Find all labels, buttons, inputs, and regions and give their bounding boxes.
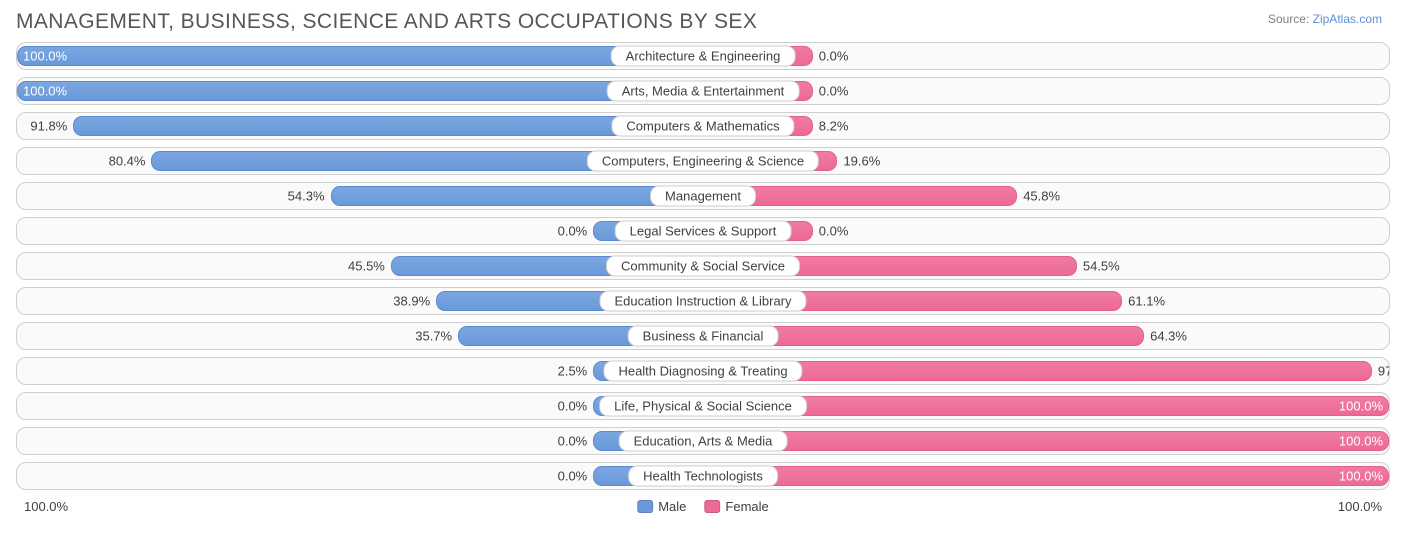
female-value-label: 100.0% bbox=[1339, 399, 1383, 414]
chart-row: 2.5% 97.5% Health Diagnosing & Treating bbox=[16, 357, 1390, 385]
category-label: Health Diagnosing & Treating bbox=[603, 361, 802, 382]
legend-female-swatch bbox=[704, 500, 720, 513]
chart-row: 45.5% 54.5% Community & Social Service bbox=[16, 252, 1390, 280]
category-label: Community & Social Service bbox=[606, 256, 800, 277]
male-value-label: 0.0% bbox=[558, 469, 588, 484]
male-bar bbox=[17, 81, 703, 101]
chart-footer: 100.0% Male Female 100.0% bbox=[16, 497, 1390, 521]
male-value-label: 100.0% bbox=[23, 84, 67, 99]
female-value-label: 45.8% bbox=[1023, 189, 1060, 204]
female-value-label: 100.0% bbox=[1339, 434, 1383, 449]
chart-row: 80.4% 19.6% Computers, Engineering & Scien… bbox=[16, 147, 1390, 175]
male-value-label: 38.9% bbox=[393, 294, 430, 309]
source-attribution: Source: ZipAtlas.com bbox=[1268, 12, 1382, 26]
female-value-label: 64.3% bbox=[1150, 329, 1187, 344]
category-label: Health Technologists bbox=[628, 466, 778, 487]
axis-left-label: 100.0% bbox=[24, 499, 68, 514]
female-value-label: 19.6% bbox=[843, 154, 880, 169]
female-value-label: 0.0% bbox=[819, 84, 849, 99]
chart-row: 0.0% 100.0% Education, Arts & Media bbox=[16, 427, 1390, 455]
chart-row: 0.0% 100.0% Life, Physical & Social Scienc… bbox=[16, 392, 1390, 420]
female-bar bbox=[703, 466, 1389, 486]
legend-male-label: Male bbox=[658, 499, 686, 514]
female-value-label: 100.0% bbox=[1339, 469, 1383, 484]
male-value-label: 2.5% bbox=[558, 364, 588, 379]
axis-right-label: 100.0% bbox=[1338, 499, 1382, 514]
chart-row: 54.3% 45.8% Management bbox=[16, 182, 1390, 210]
male-bar bbox=[331, 186, 703, 206]
chart-row: 0.0% 0.0% Legal Services & Support bbox=[16, 217, 1390, 245]
chart-row: 35.7% 64.3% Business & Financial bbox=[16, 322, 1390, 350]
legend-female-label: Female bbox=[725, 499, 768, 514]
male-value-label: 35.7% bbox=[415, 329, 452, 344]
chart-row: 38.9% 61.1% Education Instruction & Librar… bbox=[16, 287, 1390, 315]
female-value-label: 97.5% bbox=[1378, 364, 1390, 379]
chart-area: 100.0%0.0%Architecture & Engineering100.… bbox=[16, 42, 1390, 490]
female-value-label: 0.0% bbox=[819, 224, 849, 239]
female-value-label: 0.0% bbox=[819, 49, 849, 64]
female-value-label: 54.5% bbox=[1083, 259, 1120, 274]
chart-title: MANAGEMENT, BUSINESS, SCIENCE AND ARTS O… bbox=[16, 10, 1390, 34]
male-value-label: 91.8% bbox=[30, 119, 67, 134]
category-label: Architecture & Engineering bbox=[611, 46, 796, 67]
female-value-label: 8.2% bbox=[819, 119, 849, 134]
category-label: Education Instruction & Library bbox=[599, 291, 806, 312]
male-value-label: 0.0% bbox=[558, 399, 588, 414]
category-label: Arts, Media & Entertainment bbox=[607, 81, 800, 102]
legend: Male Female bbox=[637, 499, 769, 514]
category-label: Computers & Mathematics bbox=[611, 116, 794, 137]
source-prefix: Source: bbox=[1268, 12, 1313, 26]
legend-male: Male bbox=[637, 499, 686, 514]
male-value-label: 54.3% bbox=[288, 189, 325, 204]
category-label: Education, Arts & Media bbox=[619, 431, 788, 452]
male-value-label: 100.0% bbox=[23, 49, 67, 64]
category-label: Legal Services & Support bbox=[615, 221, 792, 242]
chart-row: 0.0% 100.0% Health Technologists bbox=[16, 462, 1390, 490]
category-label: Life, Physical & Social Science bbox=[599, 396, 807, 417]
male-bar bbox=[73, 116, 703, 136]
source-link[interactable]: ZipAtlas.com bbox=[1313, 12, 1382, 26]
chart-row: 91.8% 8.2% Computers & Mathematics bbox=[16, 112, 1390, 140]
female-bar bbox=[703, 431, 1389, 451]
female-bar bbox=[703, 361, 1372, 381]
legend-male-swatch bbox=[637, 500, 653, 513]
chart-row: 100.0% 0.0% Architecture & Engineering bbox=[16, 42, 1390, 70]
male-bar bbox=[17, 46, 703, 66]
male-value-label: 80.4% bbox=[109, 154, 146, 169]
male-value-label: 0.0% bbox=[558, 434, 588, 449]
male-value-label: 0.0% bbox=[558, 224, 588, 239]
category-label: Computers, Engineering & Science bbox=[587, 151, 819, 172]
male-value-label: 45.5% bbox=[348, 259, 385, 274]
female-value-label: 61.1% bbox=[1128, 294, 1165, 309]
chart-row: 100.0% 0.0% Arts, Media & Entertainment bbox=[16, 77, 1390, 105]
category-label: Management bbox=[650, 186, 756, 207]
category-label: Business & Financial bbox=[628, 326, 779, 347]
legend-female: Female bbox=[704, 499, 768, 514]
